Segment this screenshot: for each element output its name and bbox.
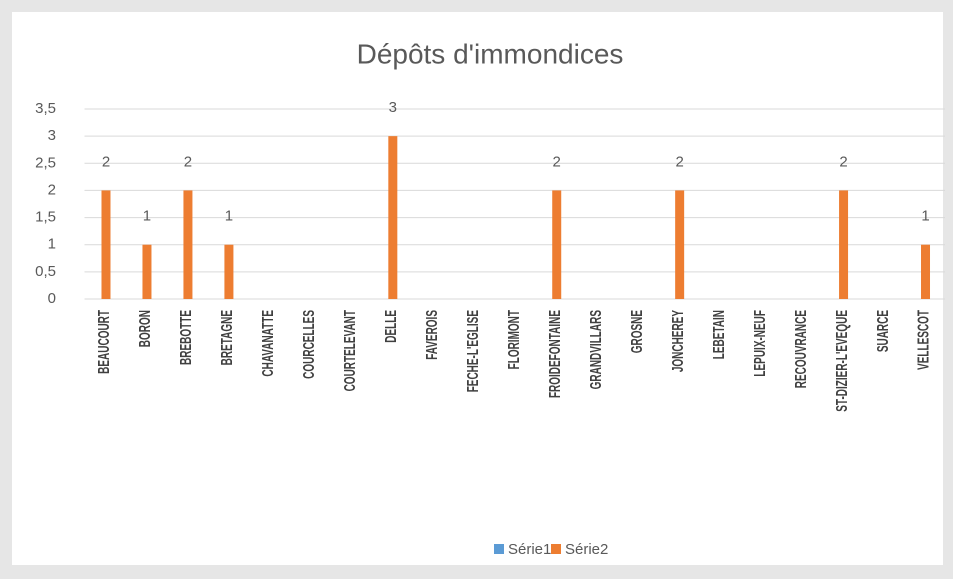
bar bbox=[921, 244, 931, 299]
x-tick-label: DELLE bbox=[382, 310, 400, 343]
y-tick-label: 3 bbox=[48, 127, 56, 144]
x-tick-label: FLORIMONT bbox=[505, 310, 523, 369]
data-label: 2 bbox=[553, 153, 561, 170]
bar bbox=[183, 190, 193, 299]
x-tick-label: CHAVANATTE bbox=[259, 310, 277, 377]
x-tick-label: FECHE-L'EGLISE bbox=[464, 310, 482, 392]
x-tick-label: COURTELEVANT bbox=[341, 310, 359, 391]
data-label: 3 bbox=[389, 99, 397, 116]
bar bbox=[552, 190, 562, 299]
x-tick-label: LEBETAIN bbox=[709, 310, 727, 359]
x-tick-label: LEPUIX-NEUF bbox=[750, 310, 768, 377]
y-tick-label: 2,5 bbox=[35, 154, 56, 171]
y-tick-label: 0 bbox=[48, 290, 56, 307]
data-label: 1 bbox=[921, 208, 929, 225]
y-tick-label: 1 bbox=[48, 236, 56, 253]
x-tick-label: GRANDVILLARS bbox=[587, 310, 605, 389]
chart-title: Dépôts d'immondices bbox=[357, 38, 624, 69]
legend-label: Série1 bbox=[508, 541, 551, 558]
x-tick-label: FROIDEFONTAINE bbox=[546, 310, 564, 398]
x-tick-label: JONCHEREY bbox=[668, 310, 686, 372]
legend-swatch bbox=[551, 544, 561, 554]
data-label: 1 bbox=[143, 208, 151, 225]
bar bbox=[839, 190, 849, 299]
x-tick-label: ST-DIZIER-L'EVEQUE bbox=[832, 310, 850, 412]
x-tick-label: BRETAGNE bbox=[218, 310, 236, 365]
data-label: 2 bbox=[675, 153, 683, 170]
data-label: 1 bbox=[225, 208, 233, 225]
x-tick-label: BORON bbox=[136, 310, 154, 347]
bar bbox=[388, 136, 398, 299]
y-tick-label: 2 bbox=[48, 181, 56, 198]
x-tick-label: VELLESCOT bbox=[914, 310, 932, 370]
x-tick-label: BEAUCOURT bbox=[95, 310, 113, 374]
bar bbox=[675, 190, 685, 299]
y-tick-label: 0,5 bbox=[35, 263, 56, 280]
chart-panel bbox=[12, 12, 943, 565]
data-label: 2 bbox=[184, 153, 192, 170]
legend-swatch bbox=[494, 544, 504, 554]
x-tick-label: GROSNE bbox=[628, 310, 646, 353]
y-tick-label: 1,5 bbox=[35, 209, 56, 226]
x-tick-label: FAVEROIS bbox=[423, 310, 441, 360]
x-tick-label: BREBOTTE bbox=[177, 310, 195, 365]
x-tick-label: SUARCE bbox=[873, 310, 891, 352]
bar bbox=[101, 190, 111, 299]
y-tick-label: 3,5 bbox=[35, 100, 56, 117]
bar bbox=[142, 244, 152, 299]
bar bbox=[224, 244, 234, 299]
data-label: 2 bbox=[839, 153, 847, 170]
data-label: 2 bbox=[102, 153, 110, 170]
x-tick-label: RECOUVRANCE bbox=[791, 310, 809, 388]
x-tick-label: COURCELLES bbox=[300, 310, 318, 379]
legend-label: Série2 bbox=[565, 541, 608, 558]
